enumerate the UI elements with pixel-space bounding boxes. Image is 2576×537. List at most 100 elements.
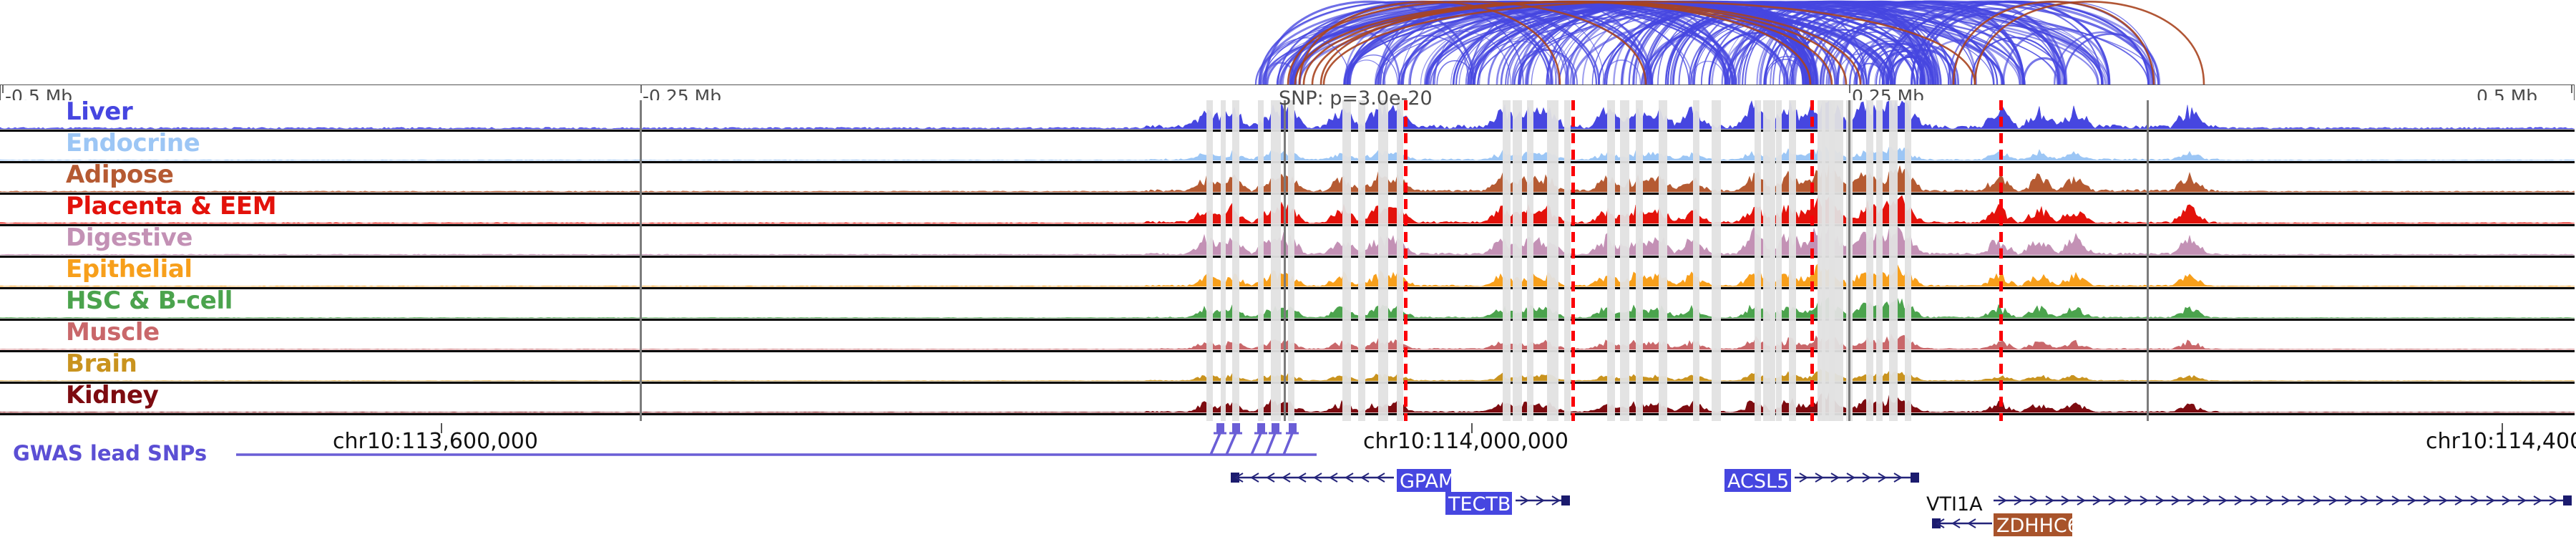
gwas-connector xyxy=(1282,432,1294,455)
gene-ZDHHC6[interactable]: ZDHHC6 xyxy=(1932,513,2079,537)
interaction-arc xyxy=(1319,0,1812,84)
interaction-arc xyxy=(1855,40,1936,84)
gene-label-background xyxy=(1724,469,1791,492)
signal-canvas xyxy=(0,297,2575,319)
track-epithelial[interactable]: Epithelial xyxy=(0,258,2575,289)
track-hsc-b-cell[interactable]: HSC & B-cell xyxy=(0,289,2575,321)
track-liver[interactable]: Liver xyxy=(0,100,2575,132)
strand-chevron xyxy=(2486,495,2495,505)
track-muscle[interactable]: Muscle xyxy=(0,321,2575,352)
strand-chevron xyxy=(2533,495,2542,505)
strand-chevron xyxy=(1360,473,1370,483)
gwas-connector xyxy=(1209,432,1221,455)
strand-chevron xyxy=(1329,473,1338,483)
track-endocrine[interactable]: Endocrine xyxy=(0,132,2575,163)
strand-chevron xyxy=(2061,495,2070,505)
track-kidney[interactable]: Kidney xyxy=(0,384,2575,415)
strand-chevron xyxy=(2328,495,2338,505)
interaction-arc xyxy=(1479,40,1559,84)
signal-area xyxy=(0,334,2575,350)
gwas-lead-snps-track[interactable] xyxy=(0,423,2576,488)
signal-canvas xyxy=(0,334,2575,350)
gwas-and-gene-panel: GWAS lead SNPs GPAM TECTB ACSL5 VTI1A ZDHHC6… xyxy=(0,423,2576,537)
coordinate-label-0: chr10:113,600,000 xyxy=(333,429,538,454)
gene-exon xyxy=(1561,495,1570,505)
strand-chevron xyxy=(2124,495,2133,505)
strand-chevron xyxy=(2470,495,2479,505)
gene-TECTB[interactable]: TECTB xyxy=(1445,492,1570,516)
interaction-arc xyxy=(1860,42,1936,84)
strand-chevron xyxy=(1234,473,1244,483)
snp-pvalue-annotation: SNP: p=3.0e-20 xyxy=(1279,87,1433,110)
axis-tick-mark xyxy=(640,85,642,93)
track-label: Brain xyxy=(66,352,137,378)
gwas-snp-marker[interactable] xyxy=(1216,423,1224,432)
strand-chevron xyxy=(2439,495,2448,505)
gwas-snp-marker[interactable] xyxy=(1272,423,1279,432)
interaction-arc xyxy=(1952,1,2155,84)
coordinate-label-1: chr10:114,000,000 xyxy=(1363,429,1568,454)
interaction-arc xyxy=(1298,0,1561,84)
gene-label: VTI1A xyxy=(1926,493,1983,516)
interaction-arc xyxy=(1628,1,1808,84)
interaction-arc xyxy=(1646,1,2109,84)
strand-chevron xyxy=(1266,473,1275,483)
strand-chevron xyxy=(2407,495,2416,505)
strand-chevron xyxy=(2549,495,2558,505)
strand-chevron xyxy=(2218,495,2228,505)
coordinate-tick xyxy=(2502,423,2503,433)
strand-chevron xyxy=(2155,495,2165,505)
strand-chevron xyxy=(2250,495,2259,505)
track-label: Muscle xyxy=(66,321,160,347)
strand-chevron xyxy=(2517,495,2527,505)
track-brain[interactable]: Brain xyxy=(0,352,2575,384)
strand-chevron xyxy=(1967,518,1976,528)
track-adipose[interactable]: Adipose xyxy=(0,163,2575,195)
signal-canvas xyxy=(0,195,2575,224)
axis-tick-mark xyxy=(2,85,4,93)
gwas-snp-marker[interactable] xyxy=(1257,423,1265,432)
strand-chevron xyxy=(2376,495,2385,505)
interaction-arc xyxy=(1822,26,1933,84)
interaction-arc xyxy=(1263,62,1297,84)
strand-chevron xyxy=(2108,495,2117,505)
signal-area xyxy=(0,369,2575,382)
strand-chevron xyxy=(1520,495,1529,505)
gene-ACSL5[interactable]: ACSL5 xyxy=(1724,469,1919,493)
interaction-arc xyxy=(1602,59,1641,84)
gene-VTI1A[interactable]: VTI1A xyxy=(1926,493,2572,516)
signal-canvas xyxy=(0,163,2575,193)
strand-chevron xyxy=(1536,495,1545,505)
track-label: Epithelial xyxy=(66,258,192,284)
track-placenta-eem[interactable]: Placenta & EEM xyxy=(0,195,2575,226)
gene-GPAM[interactable]: GPAM xyxy=(1231,469,1455,493)
strand-chevron xyxy=(2281,495,2290,505)
strand-chevron xyxy=(1345,473,1354,483)
strand-chevron xyxy=(2344,495,2353,505)
signal-area xyxy=(0,263,2575,287)
strand-chevron xyxy=(1893,473,1903,483)
track-digestive[interactable]: Digestive xyxy=(0,226,2575,258)
signal-area xyxy=(0,145,2575,161)
strand-chevron xyxy=(2171,495,2180,505)
gene-label: GPAM xyxy=(1400,470,1455,493)
gene-exon xyxy=(1911,473,1919,483)
gwas-snp-marker[interactable] xyxy=(1289,423,1297,432)
signal-area xyxy=(0,297,2575,319)
interaction-arc xyxy=(1770,5,1928,84)
coordinate-tick xyxy=(1471,423,1473,433)
signal-canvas xyxy=(0,226,2575,256)
gwas-connector xyxy=(1225,432,1237,455)
gwas-snp-marker[interactable] xyxy=(1232,423,1240,432)
interaction-arc xyxy=(1778,9,1926,84)
strand-chevron xyxy=(1998,495,2007,505)
gene-label: ACSL5 xyxy=(1727,470,1789,493)
strand-chevron xyxy=(1936,518,1945,528)
strand-chevron xyxy=(1951,518,1961,528)
strand-chevron xyxy=(2265,495,2275,505)
interaction-arc xyxy=(2001,28,2110,84)
interaction-arc xyxy=(1657,6,1812,84)
signal-area xyxy=(0,392,2575,413)
